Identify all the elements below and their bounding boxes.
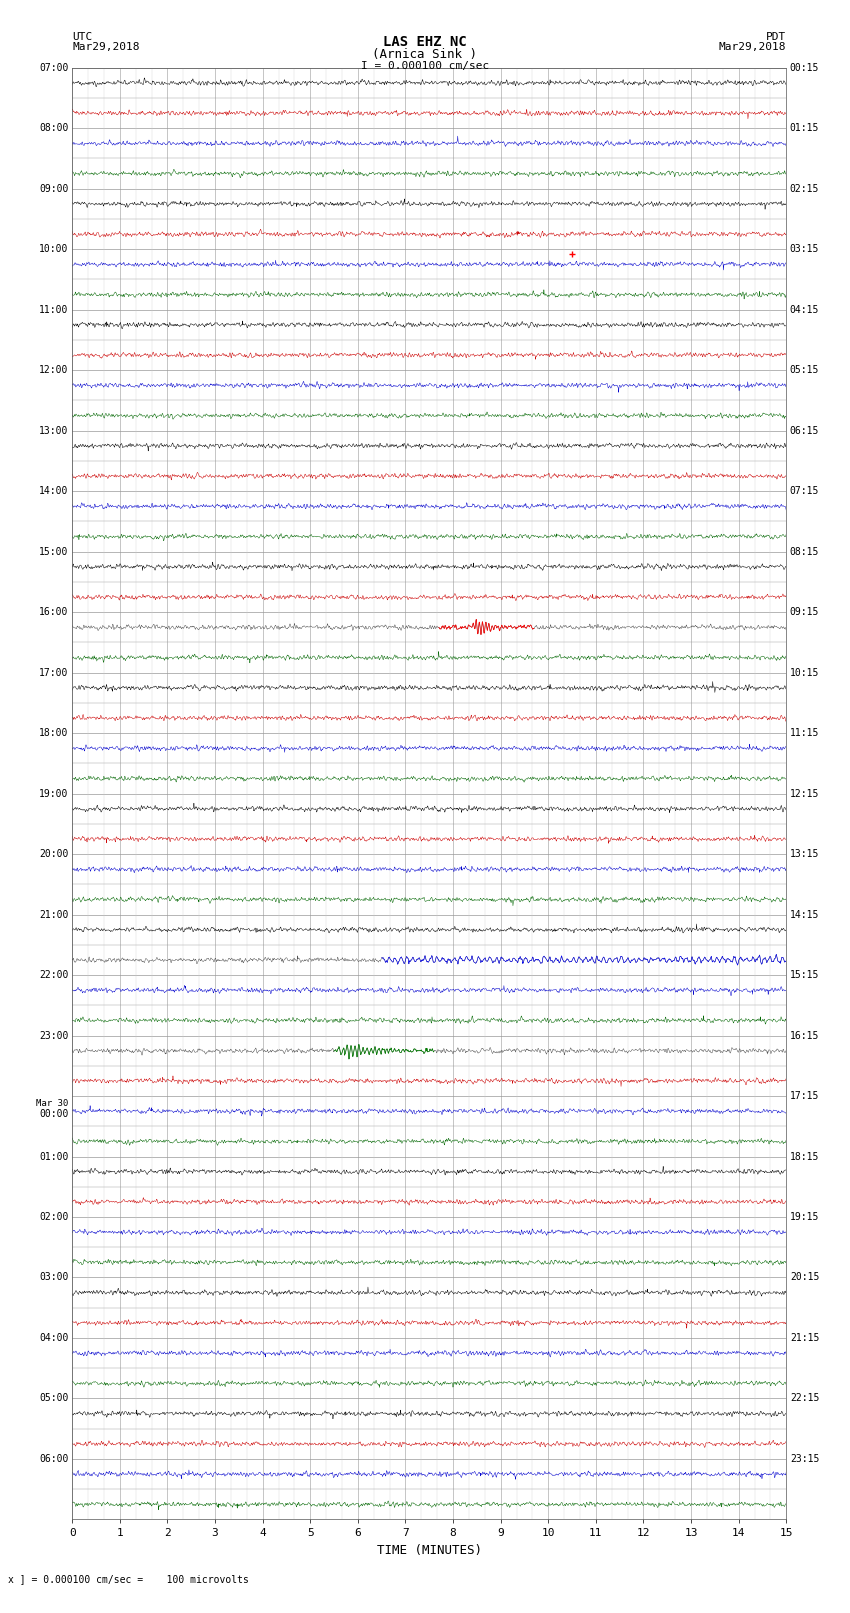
Text: Mar29,2018: Mar29,2018 bbox=[72, 42, 139, 52]
Text: Mar29,2018: Mar29,2018 bbox=[719, 42, 786, 52]
Text: PDT: PDT bbox=[766, 32, 786, 42]
Text: 04:00: 04:00 bbox=[39, 1332, 69, 1344]
Text: 20:15: 20:15 bbox=[790, 1273, 819, 1282]
Text: 21:15: 21:15 bbox=[790, 1332, 819, 1344]
Text: 05:15: 05:15 bbox=[790, 365, 819, 376]
Text: 22:00: 22:00 bbox=[39, 969, 69, 981]
Text: 04:15: 04:15 bbox=[790, 305, 819, 315]
Text: 22:15: 22:15 bbox=[790, 1394, 819, 1403]
Text: 08:15: 08:15 bbox=[790, 547, 819, 556]
Text: 17:15: 17:15 bbox=[790, 1090, 819, 1102]
Text: 06:15: 06:15 bbox=[790, 426, 819, 436]
Text: 03:00: 03:00 bbox=[39, 1273, 69, 1282]
Text: 01:00: 01:00 bbox=[39, 1152, 69, 1161]
Text: 14:15: 14:15 bbox=[790, 910, 819, 919]
Text: 18:15: 18:15 bbox=[790, 1152, 819, 1161]
Text: 19:15: 19:15 bbox=[790, 1211, 819, 1223]
Text: 14:00: 14:00 bbox=[39, 486, 69, 497]
Text: 12:00: 12:00 bbox=[39, 365, 69, 376]
Text: x ] = 0.000100 cm/sec =    100 microvolts: x ] = 0.000100 cm/sec = 100 microvolts bbox=[8, 1574, 249, 1584]
Text: 00:00: 00:00 bbox=[39, 1110, 69, 1119]
Text: 02:15: 02:15 bbox=[790, 184, 819, 194]
Text: 08:00: 08:00 bbox=[39, 123, 69, 134]
Text: 23:15: 23:15 bbox=[790, 1453, 819, 1465]
Text: 15:15: 15:15 bbox=[790, 969, 819, 981]
Text: 13:15: 13:15 bbox=[790, 848, 819, 860]
Text: 10:00: 10:00 bbox=[39, 244, 69, 255]
Text: 15:00: 15:00 bbox=[39, 547, 69, 556]
Text: 02:00: 02:00 bbox=[39, 1211, 69, 1223]
Text: 11:00: 11:00 bbox=[39, 305, 69, 315]
Text: 21:00: 21:00 bbox=[39, 910, 69, 919]
Text: 20:00: 20:00 bbox=[39, 848, 69, 860]
Text: 11:15: 11:15 bbox=[790, 727, 819, 739]
Text: 07:00: 07:00 bbox=[39, 63, 69, 73]
Text: 00:15: 00:15 bbox=[790, 63, 819, 73]
Text: 19:00: 19:00 bbox=[39, 789, 69, 798]
Text: 01:15: 01:15 bbox=[790, 123, 819, 134]
Text: 09:15: 09:15 bbox=[790, 606, 819, 618]
Text: 23:00: 23:00 bbox=[39, 1031, 69, 1040]
Text: Mar 30: Mar 30 bbox=[37, 1098, 69, 1108]
Text: 12:15: 12:15 bbox=[790, 789, 819, 798]
Text: 13:00: 13:00 bbox=[39, 426, 69, 436]
Text: 10:15: 10:15 bbox=[790, 668, 819, 677]
Text: 03:15: 03:15 bbox=[790, 244, 819, 255]
Text: (Arnica Sink ): (Arnica Sink ) bbox=[372, 48, 478, 61]
Text: 07:15: 07:15 bbox=[790, 486, 819, 497]
Text: 16:15: 16:15 bbox=[790, 1031, 819, 1040]
Text: 05:00: 05:00 bbox=[39, 1394, 69, 1403]
Text: LAS EHZ NC: LAS EHZ NC bbox=[383, 35, 467, 50]
Text: 09:00: 09:00 bbox=[39, 184, 69, 194]
X-axis label: TIME (MINUTES): TIME (MINUTES) bbox=[377, 1544, 482, 1557]
Text: 16:00: 16:00 bbox=[39, 606, 69, 618]
Text: 18:00: 18:00 bbox=[39, 727, 69, 739]
Text: 06:00: 06:00 bbox=[39, 1453, 69, 1465]
Text: I = 0.000100 cm/sec: I = 0.000100 cm/sec bbox=[361, 61, 489, 71]
Text: 17:00: 17:00 bbox=[39, 668, 69, 677]
Text: UTC: UTC bbox=[72, 32, 93, 42]
